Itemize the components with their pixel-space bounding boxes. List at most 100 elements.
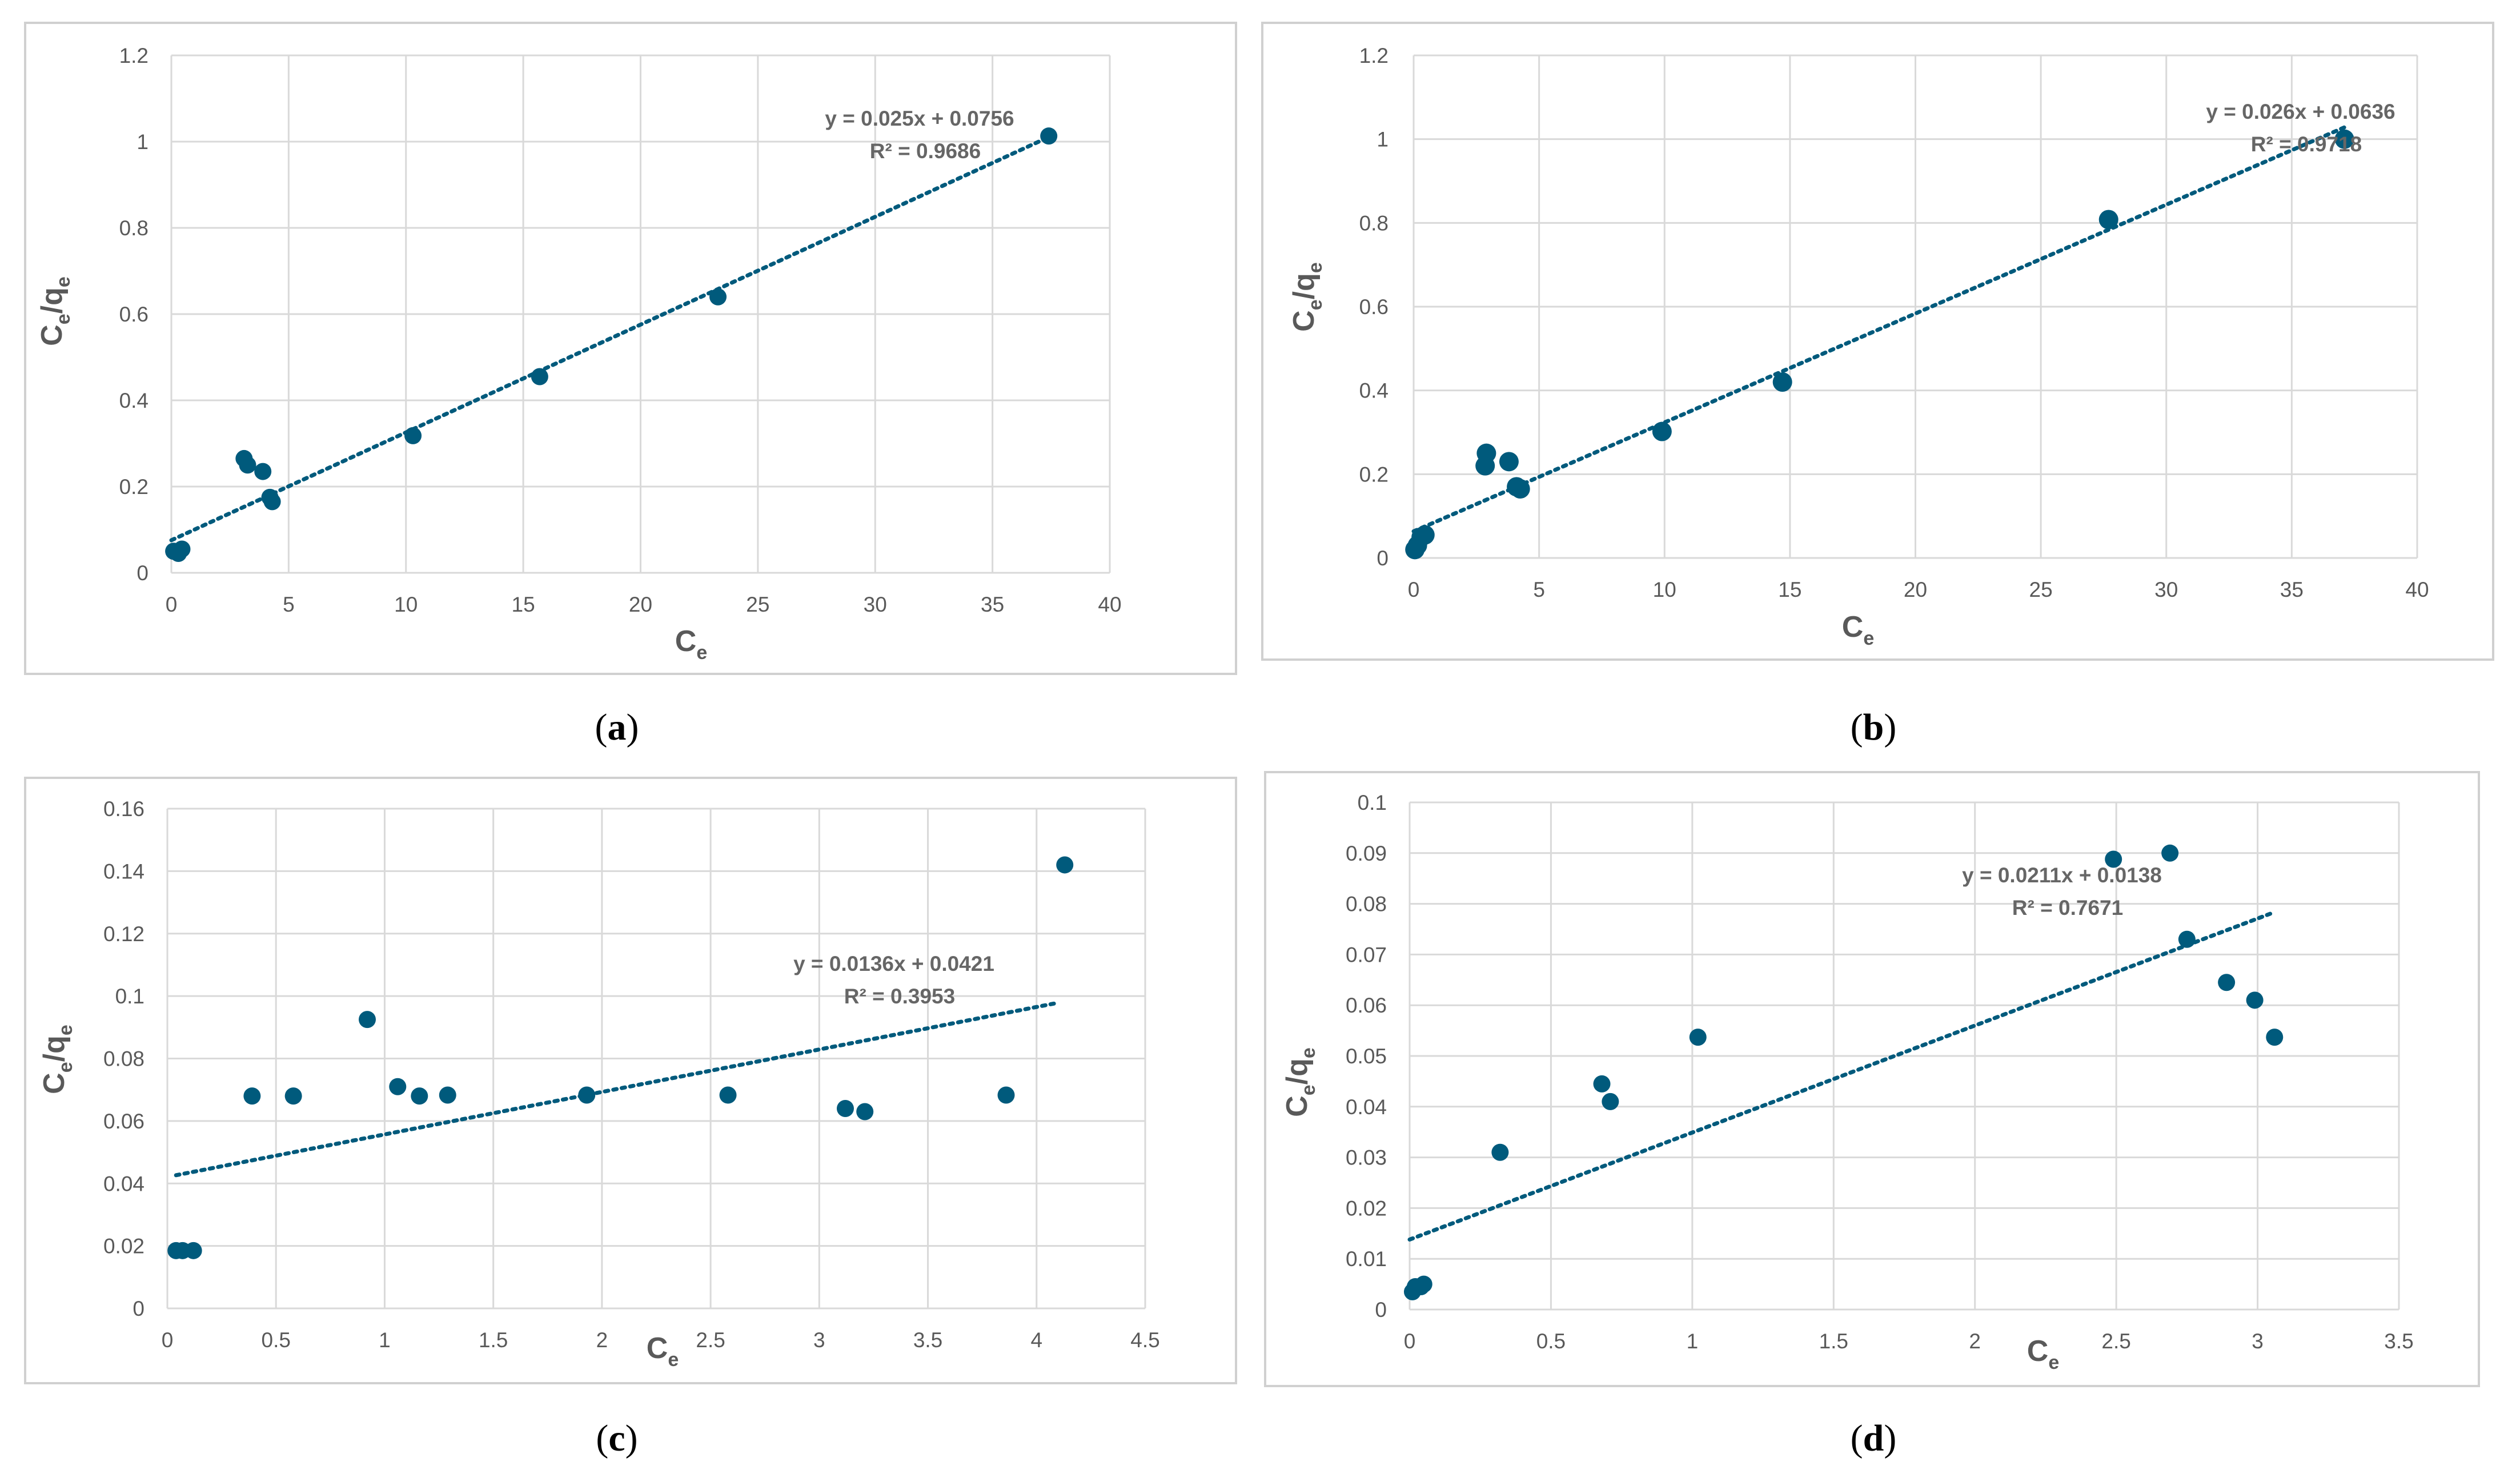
chart-c-yaxis-title-main: C bbox=[38, 1073, 71, 1094]
chart-d-yaxis-title-slash: /q bbox=[1281, 1058, 1314, 1085]
chart-d-xtick-label-4: 2 bbox=[1969, 1330, 1981, 1353]
chart-c-xtick-label-2: 1 bbox=[379, 1328, 391, 1352]
chart-b-xtick-label-6: 30 bbox=[2154, 578, 2178, 601]
chart-c-trendline bbox=[174, 1001, 1061, 1178]
chart-d-yaxis-title-sub2: e bbox=[1298, 1047, 1319, 1058]
chart-d-ytick-label-6: 0.06 bbox=[1346, 994, 1387, 1017]
chart-a-point-9 bbox=[531, 368, 548, 385]
chart-d-point-3 bbox=[1415, 1275, 1432, 1293]
chart-a-frame bbox=[24, 22, 1237, 675]
chart-d-yaxis-title: Ce/qe bbox=[1281, 1047, 1319, 1117]
chart-b-point-9 bbox=[1652, 421, 1672, 441]
chart-c-point-3 bbox=[243, 1087, 261, 1105]
chart-b-xaxis-title-sub: e bbox=[1863, 628, 1874, 649]
chart-a-xtick-label-4: 20 bbox=[629, 593, 652, 616]
chart-d-xtick-label-1: 0.5 bbox=[1536, 1330, 1566, 1353]
chart-b-ytick-label-0: 0 bbox=[1377, 547, 1389, 570]
chart-d-xtick-label-3: 1.5 bbox=[1819, 1330, 1848, 1353]
chart-a-point-4 bbox=[239, 456, 256, 474]
chart-c-r2: R² = 0.3953 bbox=[844, 985, 955, 1008]
chart-b-ytick-label-1: 0.2 bbox=[1359, 463, 1389, 486]
chart-a-ytick-label-4: 0.8 bbox=[119, 216, 149, 240]
chart-d-frame bbox=[1264, 771, 2480, 1387]
chart-c-point-6 bbox=[389, 1078, 407, 1095]
chart-d-point-4 bbox=[1491, 1143, 1509, 1161]
chart-a-ytick-label-0: 0 bbox=[137, 561, 149, 585]
chart-c-xaxis-title: Ce bbox=[647, 1332, 679, 1371]
chart-d-ytick-label-1: 0.01 bbox=[1346, 1247, 1387, 1271]
chart-c-point-5 bbox=[359, 1011, 376, 1029]
chart-a-yaxis-title-main: C bbox=[35, 324, 69, 346]
chart-a-point-8 bbox=[404, 427, 422, 444]
panel-b-label: (b) bbox=[1851, 706, 1897, 748]
chart-c-ytick-label-6: 0.12 bbox=[103, 922, 145, 946]
chart-a-point-2 bbox=[173, 540, 191, 558]
chart-d-ytick-label-7: 0.07 bbox=[1346, 943, 1387, 966]
chart-b-plot: 0 0.2 0.4 0.6 0.8 1 1.2 0 5 10 15 20 25 30 35 40 y = 0.0… bbox=[1287, 44, 2429, 649]
chart-d-point-7 bbox=[1689, 1029, 1707, 1046]
chart-b-point-12 bbox=[2334, 129, 2354, 149]
chart-a-point-10 bbox=[709, 288, 727, 306]
panel-d-label: (d) bbox=[1851, 1417, 1897, 1459]
chart-c-point-8 bbox=[439, 1086, 456, 1104]
chart-d-yaxis-title-main: C bbox=[1281, 1095, 1314, 1117]
chart-c-frame bbox=[24, 777, 1237, 1384]
chart-c-plot: 0 0.02 0.04 0.06 0.08 0.1 0.12 0.14 0.16 0 0.5 1 1.5… bbox=[38, 797, 1160, 1371]
chart-c-yaxis-title-sub2: e bbox=[55, 1025, 77, 1035]
chart-a-point-5 bbox=[254, 463, 272, 480]
chart-c-xtick-label-3: 1.5 bbox=[479, 1328, 508, 1352]
chart-c-xtick-label-7: 3.5 bbox=[913, 1328, 942, 1352]
chart-c-xtick-label-8: 4 bbox=[1030, 1328, 1042, 1352]
chart-c-point-10 bbox=[719, 1086, 737, 1104]
chart-c-xtick-label-4: 2 bbox=[596, 1328, 608, 1352]
chart-a-point-11 bbox=[1040, 127, 1058, 145]
chart-b-xtick-label-2: 10 bbox=[1653, 578, 1676, 601]
chart-b-xtick-label-8: 40 bbox=[2405, 578, 2429, 601]
chart-a-ytick-label-5: 1 bbox=[137, 130, 149, 154]
chart-c-point-12 bbox=[856, 1103, 874, 1120]
chart-d-xtick-label-6: 3 bbox=[2252, 1330, 2264, 1353]
chart-b-yaxis-title: Ce/qe bbox=[1287, 262, 1326, 332]
chart-b-yaxis-title-slash: /q bbox=[1287, 273, 1321, 299]
panel-d: 0 0.01 0.02 0.03 0.04 0.05 0.06 0.07 0.08 0.09 0.1… bbox=[1264, 771, 2480, 1459]
chart-b-xtick-label-1: 5 bbox=[1533, 578, 1545, 601]
chart-d-ytick-label-4: 0.04 bbox=[1346, 1095, 1387, 1119]
chart-d-xaxis-title-sub: e bbox=[2048, 1352, 2059, 1373]
chart-d-xtick-label-5: 2.5 bbox=[2101, 1330, 2130, 1353]
chart-d-xaxis-title: Ce bbox=[2027, 1335, 2059, 1373]
chart-b-point-11 bbox=[2098, 210, 2118, 230]
chart-b-ytick-label-4: 0.8 bbox=[1359, 211, 1389, 235]
panel-a-label: (a) bbox=[595, 706, 639, 748]
chart-b-xtick-label-4: 20 bbox=[1904, 578, 1927, 601]
chart-d-ytick-label-0: 0 bbox=[1375, 1298, 1387, 1322]
chart-a-plot: 0 0.2 0.4 0.6 0.8 1 1.2 0 5 10 15 20 25 30 35 40 y = 0.0… bbox=[35, 44, 1122, 664]
chart-d-yaxis-title-sub1: e bbox=[1298, 1085, 1319, 1095]
panel-a: 0 0.2 0.4 0.6 0.8 1 1.2 0 5 10 15 20 25 30 35 40 y = 0.0… bbox=[24, 22, 1237, 748]
chart-a-xaxis-title-main: C bbox=[675, 625, 697, 658]
chart-d-xaxis-title-main: C bbox=[2027, 1335, 2049, 1368]
chart-c-xtick-label-1: 0.5 bbox=[262, 1328, 291, 1352]
chart-a-point-7 bbox=[263, 493, 281, 511]
chart-c-ytick-label-7: 0.14 bbox=[103, 860, 145, 883]
chart-d-ytick-label-2: 0.02 bbox=[1346, 1196, 1387, 1220]
chart-a-yaxis-title-slash: /q bbox=[35, 287, 69, 314]
panel-c: 0 0.02 0.04 0.06 0.08 0.1 0.12 0.14 0.16 0 0.5 1 1.5… bbox=[24, 777, 1237, 1459]
chart-c-ytick-label-5: 0.1 bbox=[115, 985, 145, 1008]
chart-d-point-5 bbox=[1593, 1075, 1611, 1093]
chart-a-xaxis-title-sub: e bbox=[696, 642, 707, 664]
chart-c-equation: y = 0.0136x + 0.0421 bbox=[793, 952, 994, 975]
chart-a-xtick-label-0: 0 bbox=[166, 593, 178, 616]
chart-d-trendline bbox=[1407, 910, 2277, 1242]
chart-a-xtick-label-6: 30 bbox=[864, 593, 887, 616]
chart-c-point-11 bbox=[836, 1100, 854, 1117]
chart-a-ytick-label-3: 0.6 bbox=[119, 303, 149, 326]
chart-a-ytick-label-1: 0.2 bbox=[119, 475, 149, 499]
chart-b-equation: y = 0.026x + 0.0636 bbox=[2206, 100, 2395, 123]
chart-c-ytick-label-3: 0.06 bbox=[103, 1110, 145, 1133]
chart-a-r2: R² = 0.9686 bbox=[870, 139, 981, 163]
chart-a-xtick-label-7: 35 bbox=[981, 593, 1004, 616]
chart-b-xaxis-title-main: C bbox=[1842, 611, 1864, 644]
chart-c-point-9 bbox=[578, 1086, 596, 1104]
chart-a-ytick-label-6: 1.2 bbox=[119, 44, 149, 67]
